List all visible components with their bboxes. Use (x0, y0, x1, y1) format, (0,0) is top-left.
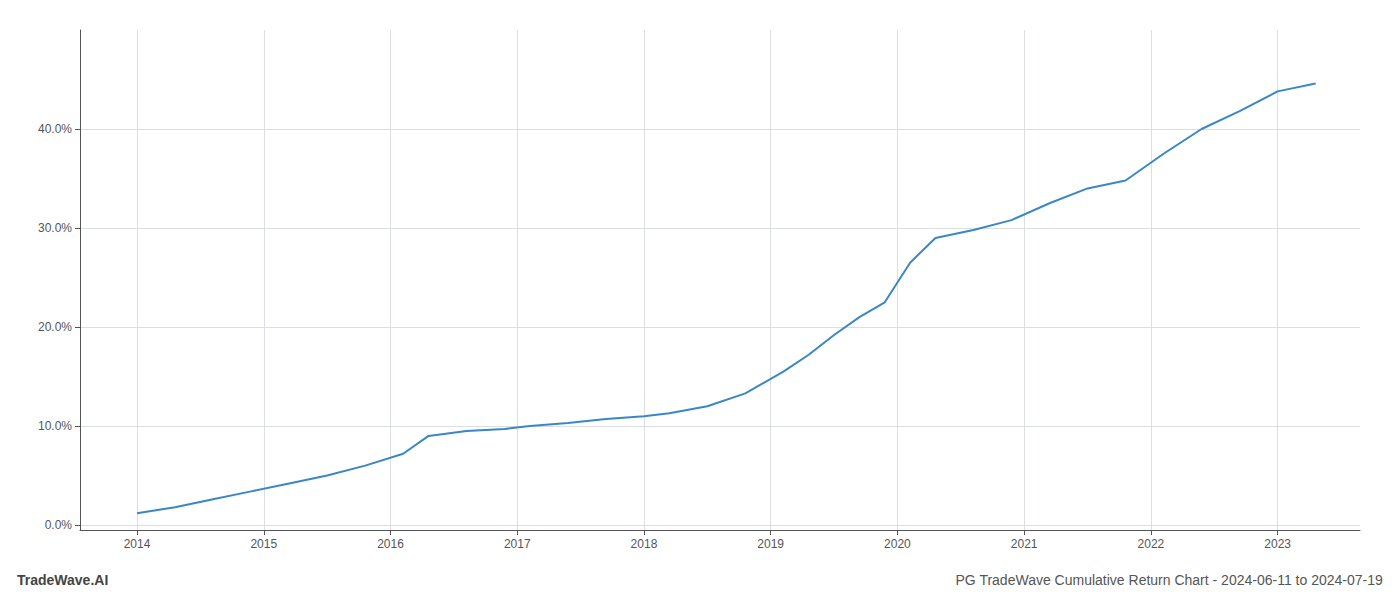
svg-text:2015: 2015 (250, 537, 277, 551)
svg-text:20.0%: 20.0% (38, 320, 72, 334)
svg-text:30.0%: 30.0% (38, 221, 72, 235)
svg-text:40.0%: 40.0% (38, 122, 72, 136)
svg-text:2021: 2021 (1011, 537, 1038, 551)
svg-text:0.0%: 0.0% (45, 518, 73, 532)
svg-text:2018: 2018 (631, 537, 658, 551)
svg-text:2023: 2023 (1264, 537, 1291, 551)
svg-text:2020: 2020 (884, 537, 911, 551)
svg-text:2016: 2016 (377, 537, 404, 551)
svg-text:2022: 2022 (1138, 537, 1165, 551)
svg-text:2019: 2019 (757, 537, 784, 551)
svg-text:10.0%: 10.0% (38, 419, 72, 433)
svg-text:PG TradeWave Cumulative Return: PG TradeWave Cumulative Return Chart - 2… (956, 572, 1383, 588)
svg-text:TradeWave.AI: TradeWave.AI (17, 572, 108, 588)
svg-text:2014: 2014 (124, 537, 151, 551)
svg-text:2017: 2017 (504, 537, 531, 551)
